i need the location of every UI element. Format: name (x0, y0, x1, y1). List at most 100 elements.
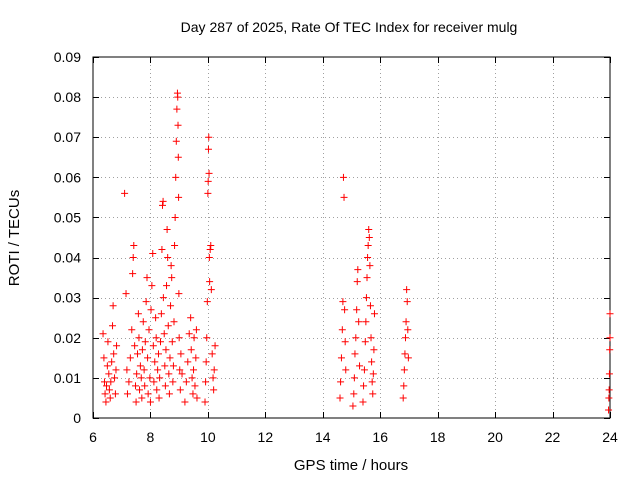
data-point (113, 342, 121, 350)
data-point (161, 362, 169, 370)
data-point (131, 342, 139, 350)
data-point (339, 298, 347, 306)
y-tick-label: 0.08 (54, 89, 81, 105)
data-point (171, 242, 179, 250)
y-tick-label: 0.07 (54, 129, 81, 145)
chart-title: Day 287 of 2025, Rate Of TEC Index for r… (181, 19, 518, 35)
data-point (349, 402, 357, 410)
y-tick-label: 0.02 (54, 330, 81, 346)
data-point (169, 378, 177, 386)
data-point (366, 302, 374, 310)
data-point (136, 386, 144, 394)
data-point (353, 306, 361, 314)
data-point (356, 362, 364, 370)
data-point (339, 173, 347, 181)
x-tick-label: 20 (487, 429, 503, 445)
data-point (174, 93, 182, 101)
data-point (111, 374, 119, 382)
data-point (190, 366, 198, 374)
data-point (605, 370, 613, 378)
data-point (205, 169, 213, 177)
data-point (159, 294, 167, 302)
data-point (359, 398, 367, 406)
data-point (110, 350, 118, 358)
data-point (109, 322, 117, 330)
data-point (154, 350, 162, 358)
data-point (169, 362, 177, 370)
data-point (164, 322, 172, 330)
x-axis-label: GPS time / hours (294, 457, 408, 474)
data-point (208, 350, 216, 358)
data-point (165, 390, 173, 398)
data-point (172, 137, 180, 145)
data-point (138, 346, 146, 354)
data-point (140, 366, 148, 374)
data-point (168, 338, 176, 346)
data-point (192, 354, 200, 362)
data-point (404, 354, 412, 362)
data-point (352, 334, 360, 342)
data-point (168, 274, 176, 282)
data-point (361, 338, 369, 346)
data-point (185, 330, 193, 338)
data-point (107, 378, 115, 386)
data-point (368, 378, 376, 386)
data-point (342, 366, 350, 374)
x-tick-label: 10 (200, 429, 216, 445)
data-point (340, 193, 348, 201)
data-point (148, 282, 156, 290)
data-point (134, 310, 142, 318)
data-point (188, 374, 196, 382)
data-point (167, 262, 175, 270)
data-point (202, 358, 210, 366)
x-tick-label: 14 (315, 429, 331, 445)
data-point (132, 398, 140, 406)
data-point (202, 378, 210, 386)
data-point (158, 246, 166, 254)
data-point (105, 386, 113, 394)
data-point (137, 374, 145, 382)
data-point (175, 193, 183, 201)
data-point (146, 374, 154, 382)
data-point (104, 338, 112, 346)
data-points (99, 89, 614, 414)
data-point (106, 394, 114, 402)
data-point (369, 390, 377, 398)
data-point (181, 398, 189, 406)
data-point (103, 362, 111, 370)
x-tick-label: 16 (372, 429, 388, 445)
data-point (134, 350, 142, 358)
data-point (174, 121, 182, 129)
x-tick-label: 18 (430, 429, 446, 445)
data-point (205, 133, 213, 141)
x-tick-label: 22 (545, 429, 561, 445)
data-point (351, 350, 359, 358)
data-point (364, 254, 372, 262)
data-point (184, 358, 192, 366)
data-point (187, 346, 195, 354)
data-point (100, 354, 108, 362)
data-point (159, 197, 167, 205)
y-tick-labels: 0 0.01 0.02 0.03 0.04 0.05 0.06 0.07 0.08 0.09 (54, 49, 81, 426)
data-point (142, 298, 150, 306)
data-point (136, 362, 144, 370)
data-point (606, 346, 614, 354)
data-point (178, 370, 186, 378)
data-point (403, 286, 411, 294)
data-point (203, 334, 211, 342)
data-point (341, 338, 349, 346)
y-tick-label: 0.06 (54, 169, 81, 185)
data-point (341, 306, 349, 314)
data-point (189, 390, 197, 398)
data-point (370, 346, 378, 354)
data-point (337, 378, 345, 386)
data-point (338, 326, 346, 334)
data-point (162, 346, 170, 354)
data-point (173, 105, 181, 113)
plot-frame (92, 56, 611, 419)
data-point (364, 242, 372, 250)
data-point (400, 366, 408, 374)
data-point (141, 382, 149, 390)
y-tick-label: 0.01 (54, 370, 81, 386)
y-axis-label: ROTI / TECUs (6, 190, 23, 286)
